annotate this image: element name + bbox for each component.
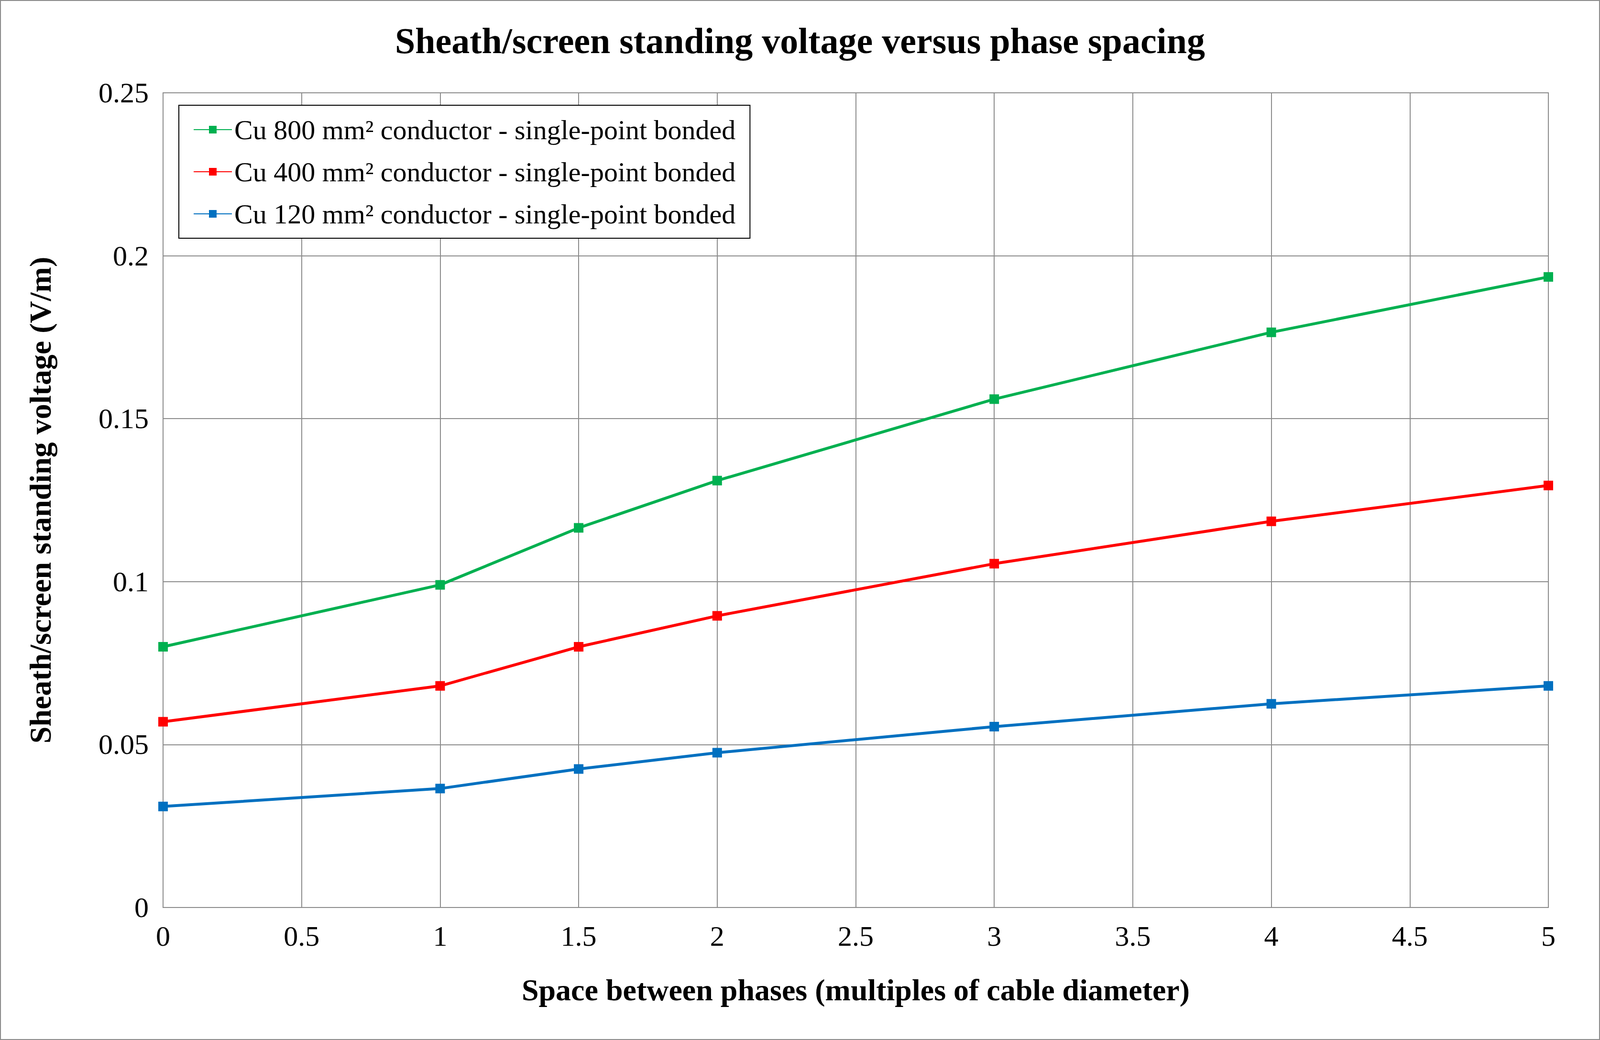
svg-text:3: 3: [986, 920, 1002, 952]
svg-text:Sheath/screen standing voltage: Sheath/screen standing voltage versus ph…: [394, 20, 1206, 61]
svg-text:1: 1: [432, 920, 448, 952]
svg-text:Space between phases (multiple: Space between phases (multiples of cable…: [521, 972, 1190, 1007]
svg-text:4: 4: [1264, 920, 1279, 952]
svg-text:0.05: 0.05: [98, 728, 149, 760]
svg-text:1.5: 1.5: [560, 920, 597, 952]
svg-text:0.25: 0.25: [98, 76, 149, 109]
svg-text:5: 5: [1541, 920, 1556, 952]
svg-text:0: 0: [134, 891, 149, 923]
svg-text:4.5: 4.5: [1391, 920, 1428, 952]
svg-text:Cu 400 mm² conductor - single-: Cu 400 mm² conductor - single-point bond…: [234, 156, 736, 188]
svg-text:0.1: 0.1: [112, 565, 149, 598]
svg-text:3.5: 3.5: [1114, 920, 1151, 952]
svg-text:0: 0: [155, 920, 171, 952]
svg-text:Cu 120 mm² conductor - single-: Cu 120 mm² conductor - single-point bond…: [234, 198, 736, 230]
svg-text:2.5: 2.5: [837, 920, 874, 952]
svg-text:0.2: 0.2: [112, 240, 149, 272]
svg-text:2: 2: [710, 920, 725, 952]
svg-text:0.5: 0.5: [283, 920, 320, 952]
svg-text:0.15: 0.15: [98, 402, 149, 435]
svg-text:Cu 800 mm² conductor - single-: Cu 800 mm² conductor - single-point bond…: [234, 114, 736, 146]
svg-text:Sheath/screen standing voltage: Sheath/screen standing voltage (V/m): [23, 256, 58, 744]
